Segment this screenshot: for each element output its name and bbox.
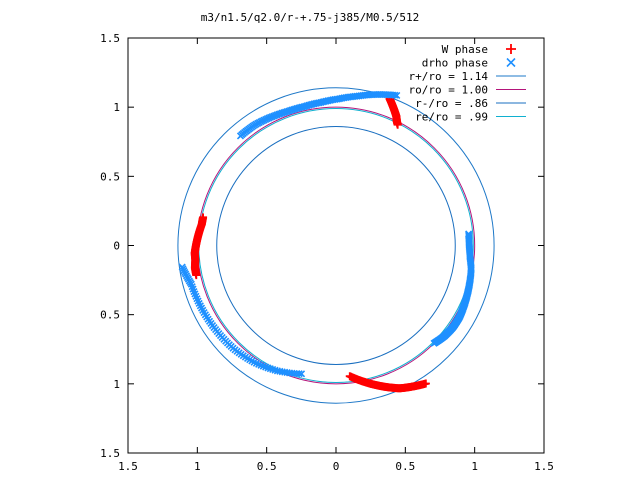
x-tick-label: 1.5: [534, 460, 554, 473]
axes: 1.5 1 0.5 0 0.5 1 1.51.510.500.511.5: [100, 32, 554, 473]
series-circle: [177, 87, 495, 404]
chart-title: m3/n1.5/q2.0/r-+.75-j385/M0.5/512: [201, 11, 420, 24]
x-tick-label: 0.5: [395, 460, 415, 473]
legend-label: drho phase: [422, 57, 488, 70]
y-tick-label: 1: [113, 378, 120, 391]
drho-phase-point: [236, 132, 245, 140]
y-tick-label: 1.5: [100, 447, 120, 460]
legend-swatch: [506, 44, 516, 54]
drho-phase-point: [178, 263, 186, 271]
x-tick-label: 1.5: [118, 460, 138, 473]
series-circle: [216, 126, 456, 365]
w-phase-point: [192, 271, 201, 280]
y-tick-label: 0.5: [100, 309, 120, 322]
legend-label: re/ro = .99: [415, 111, 488, 124]
legend-label: r+/ro = 1.14: [409, 70, 489, 83]
x-tick-label: 1: [194, 460, 201, 473]
x-tick-label: 0: [333, 460, 340, 473]
legend-swatch: [506, 57, 516, 68]
y-tick-label: 1: [113, 101, 120, 114]
y-tick-label: 0.5: [100, 170, 120, 183]
reference-circles: [177, 87, 495, 404]
drho-phase-point: [430, 339, 438, 347]
legend-label: ro/ro = 1.00: [409, 84, 488, 97]
y-tick-label: 0: [113, 240, 120, 253]
w-phase-point: [421, 379, 430, 388]
x-tick-label: 0.5: [257, 460, 277, 473]
x-tick-label: 1: [471, 460, 478, 473]
legend-label: r-/ro = .86: [415, 97, 488, 110]
y-tick-label: 1.5: [100, 32, 120, 45]
data-points: [178, 90, 475, 393]
legend-label: W phase: [442, 43, 488, 56]
